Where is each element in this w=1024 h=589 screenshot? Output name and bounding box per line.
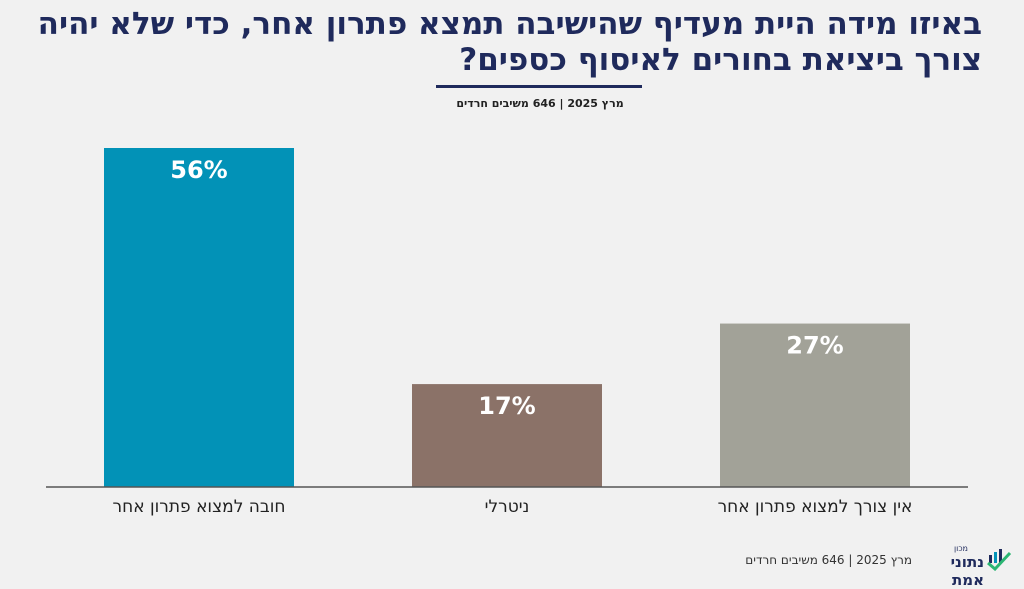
- title-underline: [436, 85, 642, 88]
- bar-3: [720, 323, 910, 487]
- logo-text: נתוני אמת: [950, 553, 984, 589]
- logo: מכון נתוני אמת: [916, 543, 1012, 589]
- footer-source: מרץ 2025 | 646 משיבים חרדים: [745, 553, 912, 567]
- logo-small-text: מכון: [953, 544, 968, 553]
- data-label-3: 27%: [786, 332, 843, 360]
- data-label-2: 17%: [478, 392, 535, 420]
- chart-title: באיזו מידה היית מעדיף שהישיבה תמצא פתרון…: [37, 6, 982, 78]
- bar-1: [104, 148, 294, 487]
- bar-2: [412, 384, 602, 487]
- chart-subtitle: מרץ 2025 | 646 משיבים חרדים: [456, 97, 624, 110]
- category-label-2: ניטרלי: [485, 497, 530, 517]
- category-label-3: אין צורך למצוא פתרון אחר: [718, 497, 913, 517]
- data-label-1: 56%: [170, 156, 227, 184]
- category-label-1: חובה למצוא פתרון אחר: [113, 497, 286, 517]
- checkmark-logo-icon: [987, 549, 1012, 571]
